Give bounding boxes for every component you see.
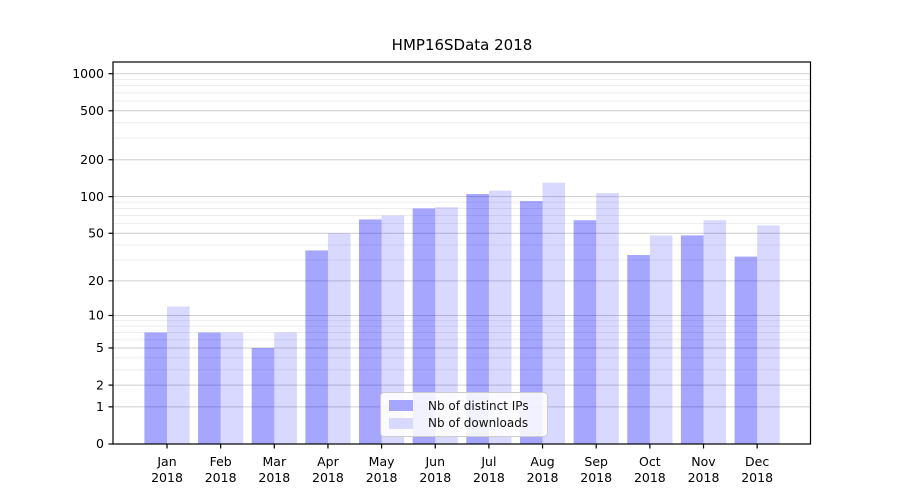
bar-distinct-ips-feb [198, 332, 221, 444]
legend-swatch-distinct-ips [389, 400, 413, 412]
x-tick-label-year: 2018 [741, 470, 773, 485]
x-tick-label-month: Mar [263, 454, 287, 469]
x-tick-label-month: Jun [424, 454, 445, 469]
x-tick-label-month: Nov [691, 454, 716, 469]
x-tick-label-year: 2018 [366, 470, 398, 485]
x-tick-label-year: 2018 [527, 470, 559, 485]
bar-downloads-jun [435, 207, 458, 444]
bar-distinct-ips-jun [412, 208, 436, 444]
x-tick-label-year: 2018 [419, 470, 451, 485]
chart-title: HMP16SData 2018 [391, 36, 533, 54]
bar-distinct-ips-may [359, 219, 382, 444]
bar-distinct-ips-dec [734, 256, 758, 444]
bar-downloads-dec [757, 225, 780, 444]
y-tick-label: 1000 [72, 66, 104, 81]
legend-item-downloads: Nb of downloads [389, 415, 539, 433]
x-tick-label-year: 2018 [634, 470, 666, 485]
bar-distinct-ips-jan [144, 332, 167, 444]
bar-downloads-oct [649, 235, 673, 444]
bar-distinct-ips-aug [519, 201, 543, 444]
bar-downloads-sep [596, 193, 619, 444]
x-tick-label-month: Sep [584, 454, 608, 469]
x-tick-label-month: Jul [480, 454, 496, 469]
y-tick-label: 5 [96, 340, 104, 355]
x-tick-label-month: Oct [639, 454, 661, 469]
y-tick-label: 10 [88, 308, 104, 323]
y-tick-label: 2 [96, 377, 104, 392]
x-tick-label-month: Apr [317, 454, 339, 469]
x-tick-label-month: May [369, 454, 395, 469]
bar-downloads-feb [220, 332, 244, 444]
y-tick-label: 1 [96, 399, 104, 414]
x-tick-label-year: 2018 [205, 470, 237, 485]
x-tick-label-month: Dec [745, 454, 769, 469]
y-tick-label: 100 [80, 189, 104, 204]
bar-downloads-apr [327, 233, 351, 444]
y-tick-label: 500 [80, 103, 104, 118]
bar-distinct-ips-mar [251, 347, 275, 444]
legend-item-distinct-ips: Nb of distinct IPs [389, 397, 539, 415]
legend-label-downloads: Nb of downloads [428, 416, 529, 431]
bar-distinct-ips-sep [573, 220, 597, 444]
legend: Nb of distinct IPs Nb of downloads [380, 392, 548, 437]
bar-distinct-ips-oct [627, 254, 650, 444]
y-tick-label: 200 [80, 152, 104, 167]
x-tick-label-year: 2018 [312, 470, 344, 485]
bar-downloads-may [381, 215, 405, 444]
bar-downloads-nov [703, 220, 727, 444]
x-tick-label-month: Jan [156, 454, 176, 469]
plot-border [112, 61, 812, 445]
bar-distinct-ips-apr [305, 250, 328, 444]
x-tick-label-year: 2018 [473, 470, 505, 485]
y-tick-label: 0 [96, 436, 104, 451]
y-tick-label: 20 [88, 273, 104, 288]
x-tick-label-year: 2018 [688, 470, 720, 485]
bar-distinct-ips-nov [680, 235, 704, 444]
bar-downloads-jan [167, 306, 190, 444]
bar-distinct-ips-jul [466, 194, 489, 444]
x-tick-label-month: Aug [530, 454, 554, 469]
bar-downloads-mar [274, 332, 297, 444]
y-tick-label: 50 [88, 225, 104, 240]
legend-label-distinct-ips: Nb of distinct IPs [428, 398, 529, 413]
x-tick-label-year: 2018 [151, 470, 183, 485]
x-tick-label-year: 2018 [258, 470, 290, 485]
legend-swatch-downloads [389, 417, 413, 429]
x-tick-label-year: 2018 [580, 470, 612, 485]
bar-downloads-aug [542, 182, 566, 444]
x-tick-label-month: Feb [210, 454, 232, 469]
bar-downloads-jul [488, 190, 512, 444]
